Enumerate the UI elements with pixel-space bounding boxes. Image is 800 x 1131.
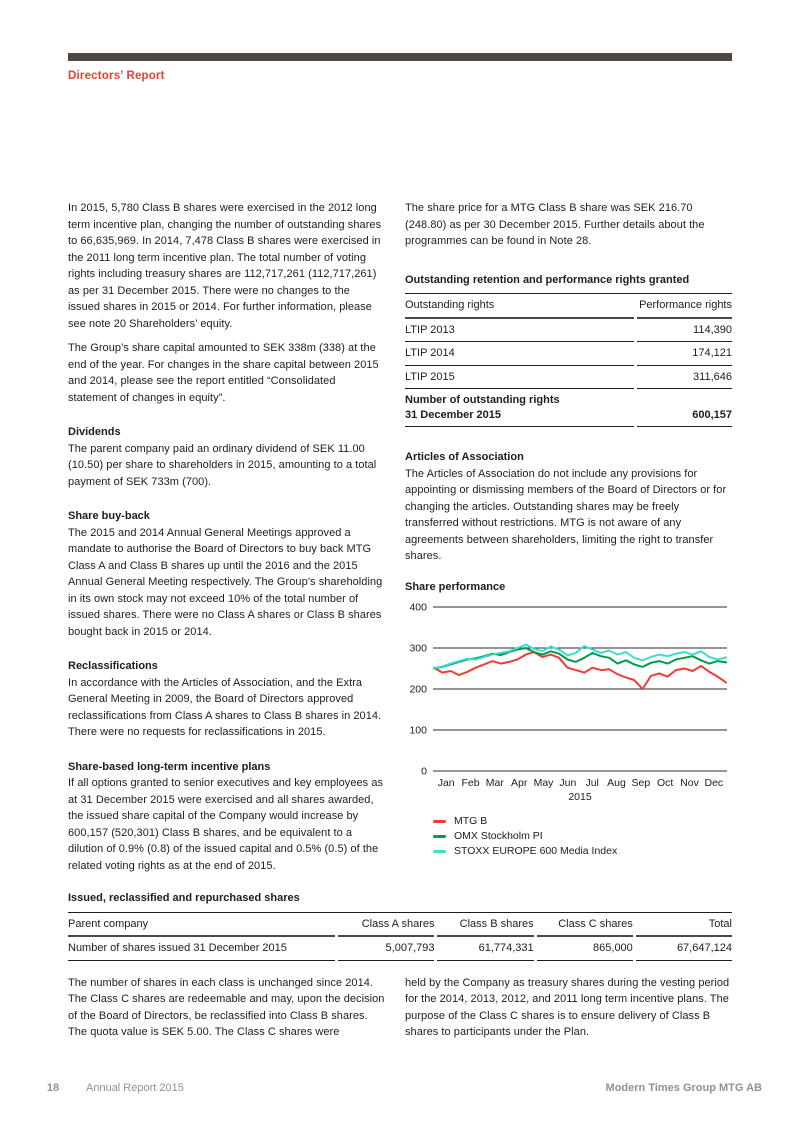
table-row: LTIP 2015 311,646	[405, 366, 732, 389]
svg-text:Mar: Mar	[486, 777, 505, 789]
svg-text:400: 400	[409, 602, 427, 614]
paragraph: The Articles of Association do not inclu…	[405, 467, 727, 563]
svg-text:Sep: Sep	[631, 777, 650, 789]
shares-cell: 5,007,793	[338, 937, 435, 961]
chart-legend: MTG B OMX Stockholm PI STOXX EUROPE 600 …	[405, 814, 732, 859]
page-footer: 18 Annual Report 2015 Modern Times Group…	[38, 1082, 762, 1094]
heading-share-based-ltip: Share-based long-term incentive plans	[68, 760, 271, 773]
table-row: LTIP 2014 174,121	[405, 342, 732, 366]
svg-text:Aug: Aug	[607, 777, 626, 789]
rights-total-label-line2: 31 December 2015	[405, 408, 502, 421]
paragraph: The number of shares in each class is un…	[68, 976, 385, 1039]
rights-table-col2-header: Performance rights	[637, 294, 732, 319]
legend-item: OMX Stockholm PI	[433, 829, 732, 844]
legend-swatch-cyan-icon	[433, 850, 446, 853]
footer-report-name: Annual Report 2015	[86, 1082, 184, 1094]
paragraph: held by the Company as treasury shares d…	[405, 976, 730, 1039]
rights-row-label: LTIP 2014	[405, 342, 634, 366]
report-page: Directors’ Report In 2015, 5,780 Class B…	[68, 53, 732, 1041]
rights-table-title: Outstanding retention and performance ri…	[405, 272, 732, 294]
svg-text:300: 300	[409, 643, 427, 655]
legend-swatch-red-icon	[433, 820, 446, 823]
bottom-section: Issued, reclassified and repurchased sha…	[68, 890, 732, 1041]
section-label: Directors’ Report	[68, 70, 165, 82]
rights-row-label: LTIP 2015	[405, 366, 634, 389]
shares-col-header: Class C shares	[536, 913, 633, 937]
shares-cell: 865,000	[536, 937, 633, 961]
shares-col-header: Total	[635, 913, 732, 937]
legend-swatch-green-icon	[433, 835, 446, 838]
paragraph: The Group’s share capital amounted to SE…	[68, 342, 379, 404]
svg-text:May: May	[534, 777, 555, 789]
right-column: The share price for a MTG Class B share …	[405, 200, 732, 874]
rights-table-col1-header: Outstanding rights	[405, 294, 634, 319]
svg-text:Jul: Jul	[585, 777, 598, 789]
legend-item: MTG B	[433, 814, 732, 829]
rights-row-label: LTIP 2013	[405, 319, 634, 342]
svg-text:100: 100	[409, 725, 427, 737]
chart-title: Share performance	[405, 580, 506, 593]
shares-col-header: Class A shares	[338, 913, 435, 937]
legend-label: STOXX EUROPE 600 Media Index	[454, 845, 618, 857]
rights-table-header-row: Outstanding rights Performance rights	[405, 294, 732, 319]
heading-dividends: Dividends	[68, 426, 121, 438]
top-rule-bar	[68, 53, 732, 61]
paragraph: The 2015 and 2014 Annual General Meeting…	[68, 526, 383, 638]
paragraph: If all options granted to senior executi…	[68, 777, 384, 872]
rights-row-value: 174,121	[637, 342, 732, 366]
shares-col-header: Class B shares	[437, 913, 534, 937]
share-performance-chart: 400 300 200 100 0 Jan Feb Mar Apr May Jun Jul Aug Sep…	[409, 602, 727, 803]
svg-text:Jun: Jun	[559, 777, 576, 789]
rights-total-value: 600,157	[637, 389, 732, 427]
shares-table-header-row: Parent company Class A shares Class B sh…	[68, 913, 732, 937]
shares-cell: 67,647,124	[635, 937, 732, 961]
table-row: Number of shares issued 31 December 2015…	[68, 937, 732, 961]
legend-label: MTG B	[454, 815, 488, 827]
shares-col-header: Parent company	[68, 913, 336, 937]
legend-label: OMX Stockholm PI	[454, 830, 543, 842]
shares-table-title: Issued, reclassified and repurchased sha…	[68, 890, 732, 913]
shares-table: Parent company Class A shares Class B sh…	[65, 913, 735, 961]
legend-item: STOXX EUROPE 600 Media Index	[433, 844, 732, 859]
page-number: 18	[46, 1082, 60, 1094]
svg-text:2015: 2015	[568, 791, 592, 803]
rights-row-value: 114,390	[637, 319, 732, 342]
left-column: In 2015, 5,780 Class B shares were exerc…	[68, 200, 385, 874]
shares-row-label: Number of shares issued 31 December 2015	[68, 937, 336, 961]
heading-share-buy-back: Share buy-back	[68, 510, 150, 522]
shares-cell: 61,774,331	[437, 937, 534, 961]
rights-table-total-row: Number of outstanding rights 31 December…	[405, 389, 732, 427]
paragraph: In 2015, 5,780 Class B shares were exerc…	[68, 202, 382, 330]
paragraph: In accordance with the Articles of Assoc…	[68, 676, 382, 739]
rights-total-label: Number of outstanding rights 31 December…	[405, 389, 634, 427]
table-row: LTIP 2013 114,390	[405, 319, 732, 342]
bottom-text-columns: The number of shares in each class is un…	[68, 975, 732, 1041]
svg-text:Feb: Feb	[461, 777, 479, 789]
svg-text:Jan: Jan	[438, 777, 455, 789]
paragraph: The share price for a MTG Class B share …	[405, 202, 705, 247]
svg-text:0: 0	[421, 766, 427, 778]
heading-articles-of-association: Articles of Association	[405, 451, 524, 463]
svg-text:Dec: Dec	[704, 777, 723, 789]
rights-table: Outstanding rights Performance rights LT…	[402, 294, 735, 427]
rights-total-label-line1: Number of outstanding rights	[405, 394, 560, 406]
paragraph: The parent company paid an ordinary divi…	[68, 442, 377, 488]
svg-text:Oct: Oct	[657, 777, 673, 789]
svg-text:200: 200	[409, 684, 427, 696]
footer-company-name: Modern Times Group MTG AB	[605, 1082, 762, 1094]
rights-row-value: 311,646	[637, 366, 732, 389]
svg-text:Apr: Apr	[511, 777, 528, 789]
heading-reclassifications: Reclassifications	[68, 660, 158, 672]
svg-text:Nov: Nov	[680, 777, 699, 789]
main-columns: In 2015, 5,780 Class B shares were exerc…	[68, 200, 732, 874]
